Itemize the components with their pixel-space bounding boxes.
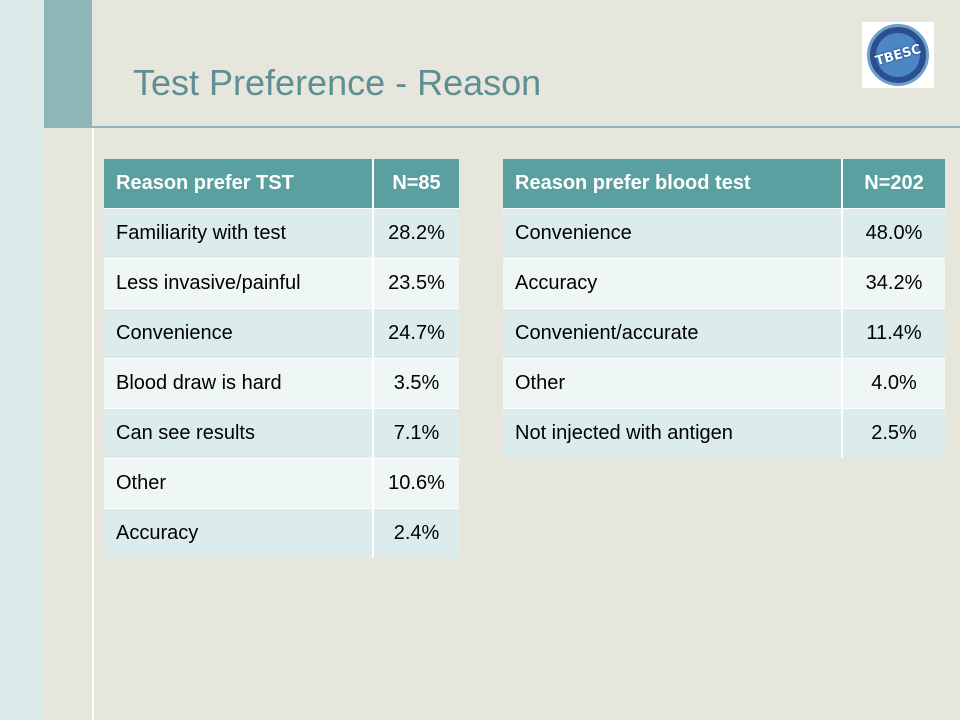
table-row: Other 10.6% [104,458,459,509]
reason-cell: Other [503,358,843,409]
reason-cell: Convenient/accurate [503,308,843,359]
reason-cell: Less invasive/painful [104,258,374,309]
globe-icon: TBESC [867,24,929,86]
left-decorative-band [0,0,44,720]
reason-cell: Blood draw is hard [104,358,374,409]
percent-cell: 48.0% [842,208,945,259]
left-divider [92,128,94,720]
table-row: Convenient/accurate 11.4% [503,308,945,359]
percent-cell: 28.2% [373,208,459,259]
percent-cell: 4.0% [842,358,945,409]
blood-test-reason-table: Reason prefer blood test N=202 Convenien… [503,159,945,458]
table-header-row: Reason prefer blood test N=202 [503,159,945,209]
reason-cell: Convenience [503,208,843,259]
left-accent-block [44,0,92,128]
reason-cell: Familiarity with test [104,208,374,259]
table-row: Less invasive/painful 23.5% [104,258,459,309]
reason-cell: Other [104,458,374,509]
logo-text: TBESC [873,41,923,69]
table-row: Accuracy 2.4% [104,508,459,558]
percent-cell: 11.4% [842,308,945,359]
column-header-reason: Reason prefer blood test [503,159,843,209]
percent-cell: 3.5% [373,358,459,409]
table-row: Not injected with antigen 2.5% [503,408,945,458]
percent-cell: 34.2% [842,258,945,309]
tst-reason-table: Reason prefer TST N=85 Familiarity with … [104,159,459,558]
table-row: Other 4.0% [503,358,945,409]
table-row: Can see results 7.1% [104,408,459,459]
reason-cell: Convenience [104,308,374,359]
percent-cell: 10.6% [373,458,459,509]
percent-cell: 7.1% [373,408,459,459]
table-row: Convenience 48.0% [503,208,945,259]
title-divider [92,126,960,128]
percent-cell: 2.4% [373,508,459,558]
table-header-row: Reason prefer TST N=85 [104,159,459,209]
column-header-n: N=202 [842,159,945,209]
percent-cell: 2.5% [842,408,945,458]
table-row: Familiarity with test 28.2% [104,208,459,259]
tbesc-logo: TBESC [862,22,934,88]
reason-cell: Accuracy [503,258,843,309]
table-row: Accuracy 34.2% [503,258,945,309]
reason-cell: Can see results [104,408,374,459]
column-header-reason: Reason prefer TST [104,159,374,209]
column-header-n: N=85 [373,159,459,209]
reason-cell: Accuracy [104,508,374,558]
percent-cell: 23.5% [373,258,459,309]
slide-title: Test Preference - Reason [133,62,542,103]
percent-cell: 24.7% [373,308,459,359]
table-row: Convenience 24.7% [104,308,459,359]
table-row: Blood draw is hard 3.5% [104,358,459,409]
reason-cell: Not injected with antigen [503,408,843,458]
